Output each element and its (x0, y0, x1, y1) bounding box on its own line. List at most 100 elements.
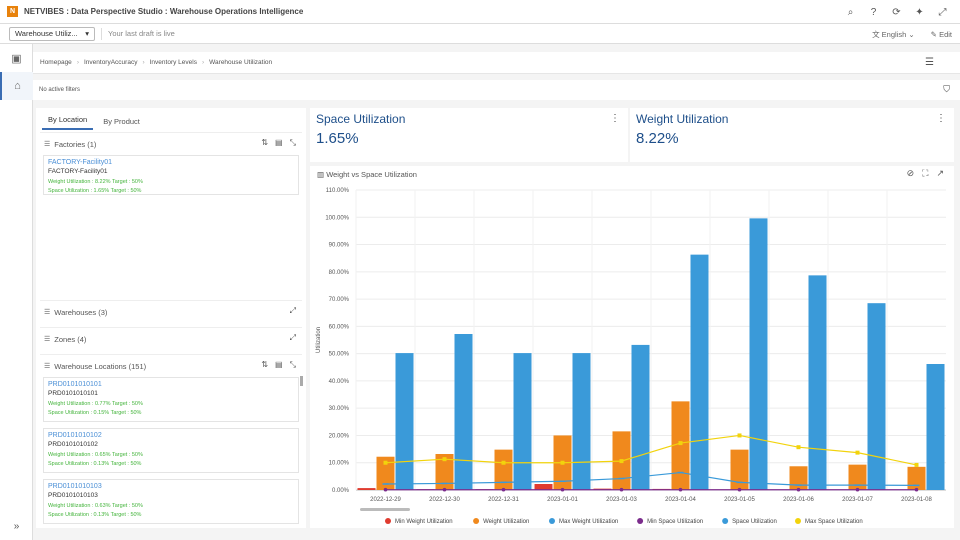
sort-icon[interactable]: ⇅ (261, 138, 269, 147)
bar-max-weight-utilization (926, 364, 945, 490)
left-rail: ▣ ⌂ » (0, 44, 33, 540)
bar-min-weight-utilization (357, 488, 376, 490)
chevron-right-icon: › (201, 59, 205, 66)
bar-weight-utilization (435, 454, 454, 490)
chevron-down-icon: ⌄ (908, 29, 915, 39)
breadcrumb-item[interactable]: Inventory Levels (149, 59, 197, 66)
x-tick-label: 2023-01-05 (724, 497, 755, 503)
bar-weight-utilization (494, 449, 513, 490)
bar-weight-utilization (907, 466, 926, 490)
sort-icon[interactable]: ⇅ (261, 360, 269, 369)
rail-item-warehouse[interactable]: ⌂ (0, 72, 33, 100)
tab-by-product[interactable]: By Product (103, 117, 140, 126)
expand-icon[interactable]: ⤢ (938, 6, 947, 18)
tab-by-location[interactable]: By Location (42, 115, 94, 130)
breadcrumb-item[interactable]: Homepage (40, 59, 72, 66)
edit-button[interactable]: ✎ Edit (931, 30, 952, 39)
bar-weight-utilization (671, 401, 690, 490)
help-icon[interactable]: ? (870, 6, 877, 18)
factory-link[interactable]: FACTORY-Facility01 (48, 159, 113, 166)
search-icon[interactable]: ⌕ (847, 6, 854, 18)
chevron-right-icon: › (76, 59, 79, 66)
point-max-space-utilization (796, 445, 801, 450)
point-max-space-utilization (737, 433, 742, 438)
y-tick-label: 20.00% (329, 433, 350, 439)
share-icon[interactable]: ↗ (936, 168, 944, 178)
chart-tools: ⊘ ⛶ ↗ (907, 168, 944, 179)
locations-section: ☰ Warehouse Locations (151) ⇅ ▤ ⤡ PRD010… (40, 354, 302, 528)
y-tick-label: 30.00% (329, 406, 350, 412)
language-selector[interactable]: 文 English ⌄ (872, 29, 915, 40)
filter-bar: No active filters ⛉ (33, 80, 960, 100)
bar-max-weight-utilization (867, 303, 886, 490)
location-card[interactable]: PRD0101010103 PRD0101010103 Weight Utili… (43, 479, 299, 524)
legend-label: Max Space Utilization (805, 519, 863, 525)
location-tabs: By Location By Product (36, 108, 306, 130)
legend-marker (795, 518, 801, 524)
zones-section[interactable]: ☰ Zones (4) ⤢ (40, 327, 302, 351)
top-bar: N NETVIBES : Data Perspective Studio : W… (0, 0, 960, 24)
menu-icon[interactable]: ☰ (925, 57, 934, 68)
x-tick-label: 2022-12-29 (370, 497, 401, 503)
expand-section-icon[interactable]: ⤢ (289, 333, 296, 342)
legend-marker (722, 518, 729, 524)
point-min-space-utilization (678, 487, 683, 492)
list-icon: ☰ (44, 141, 51, 148)
weight-utilization-text: Weight Utilization : 8.22% Target : 50% (48, 179, 143, 185)
app-selector[interactable]: Warehouse Utiliz... ▾ (9, 26, 95, 41)
warehouse-icon: ⌂ (14, 80, 21, 92)
breadcrumb-item[interactable]: InventoryAccuracy (83, 59, 138, 66)
view-toggle-icon[interactable]: ▤ (275, 360, 283, 369)
hide-icon[interactable]: ⊘ (906, 168, 915, 178)
list-icon: ☰ (44, 309, 51, 316)
factory-card[interactable]: FACTORY-Facility01 FACTORY-Facility01 We… (43, 155, 299, 195)
collapse-icon[interactable]: ⤡ (289, 138, 296, 147)
location-card[interactable]: PRD0101010101 PRD0101010101 Weight Utili… (43, 377, 299, 422)
legend-marker (473, 518, 480, 524)
sub-bar-actions: 文 English ⌄ ✎ Edit (872, 24, 952, 44)
line-max-space-utilization (385, 434, 917, 466)
expand-section-icon[interactable]: ⤢ (289, 306, 296, 315)
line-space-utilization (385, 471, 917, 486)
y-tick-label: 60.00% (329, 324, 350, 330)
location-link[interactable]: PRD0101010103 (48, 483, 102, 490)
filter-icon[interactable]: ⛉ (943, 84, 950, 94)
chevron-right-icon: › (142, 59, 145, 66)
location-link[interactable]: PRD0101010101 (48, 381, 102, 388)
fullscreen-icon[interactable]: ⛶ (922, 168, 929, 178)
location-link[interactable]: PRD0101010102 (48, 432, 102, 439)
filter-status: No active filters (39, 87, 81, 93)
more-options-icon[interactable]: ⋮ (610, 113, 620, 124)
point-min-space-utilization (442, 487, 447, 492)
bar-max-weight-utilization (395, 353, 414, 490)
breadcrumb-item-current: Warehouse Utilization (209, 59, 273, 66)
refresh-icon[interactable]: ⟳ (892, 6, 901, 18)
location-name: PRD0101010103 (48, 492, 98, 499)
list-scrollbar[interactable] (300, 376, 303, 386)
space-utilization-text: Space Utilization : 0.15% Target : 50% (48, 410, 142, 416)
rail-item-cube[interactable]: ▣ (0, 44, 33, 72)
divider (101, 27, 102, 40)
point-max-space-utilization (383, 460, 388, 465)
weight-utilization-text: Weight Utilization : 0.77% Target : 50% (48, 401, 143, 407)
locations-header: ☰ Warehouse Locations (151) (40, 355, 302, 377)
y-tick-label: 70.00% (329, 297, 350, 303)
locations-title: Warehouse Locations (151) (54, 361, 147, 371)
x-tick-label: 2023-01-04 (665, 497, 696, 503)
app-selector-value: Warehouse Utiliz... (15, 29, 78, 38)
factory-name: FACTORY-Facility01 (48, 168, 108, 175)
warehouses-section[interactable]: ☰ Warehouses (3) ⤢ (40, 300, 302, 324)
view-toggle-icon[interactable]: ▤ (275, 138, 283, 147)
collapse-icon[interactable]: ⤡ (289, 360, 296, 369)
factories-tools: ⇅ ▤ ⤡ (261, 138, 296, 148)
pin-icon[interactable]: ✦ (915, 6, 924, 18)
point-max-space-utilization (678, 441, 683, 446)
y-axis-label: Utilization (316, 327, 322, 353)
more-options-icon[interactable]: ⋮ (936, 113, 946, 124)
caret-down-icon: ▾ (85, 29, 89, 38)
expand-rail-icon[interactable]: » (13, 521, 20, 532)
y-tick-label: 10.00% (329, 461, 350, 467)
location-card[interactable]: PRD0101010102 PRD0101010102 Weight Utili… (43, 428, 299, 473)
legend-label: Min Weight Utilization (395, 519, 453, 525)
point-min-space-utilization (383, 487, 388, 492)
